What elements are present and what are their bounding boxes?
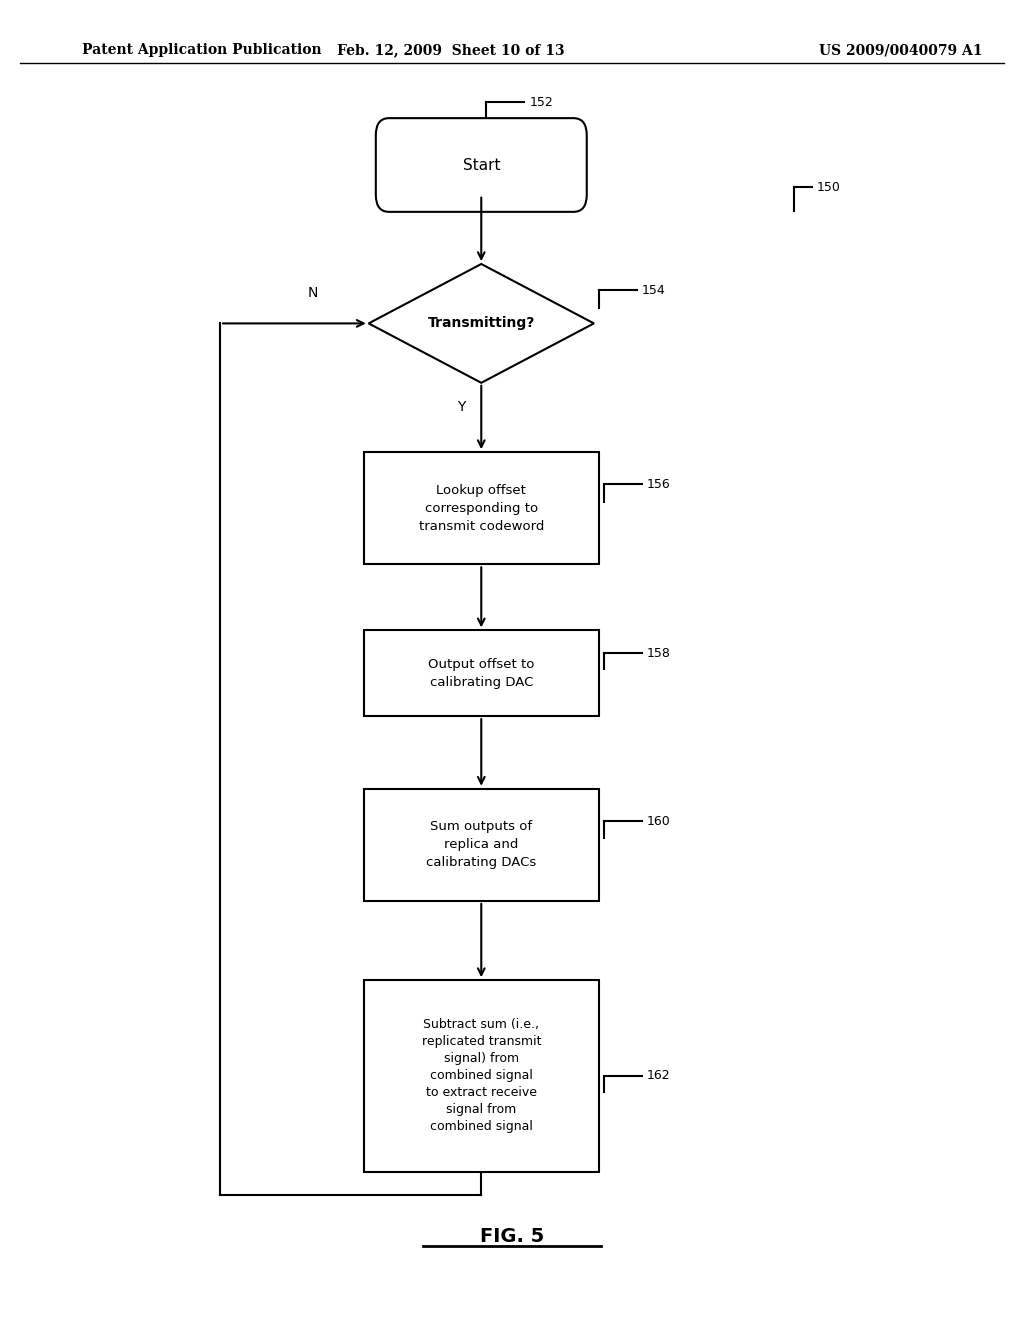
Text: 154: 154 — [642, 284, 666, 297]
Bar — [364, 631, 599, 715]
Text: 156: 156 — [647, 478, 671, 491]
Text: US 2009/0040079 A1: US 2009/0040079 A1 — [819, 44, 983, 57]
Bar — [364, 788, 599, 900]
Text: Lookup offset
corresponding to
transmit codeword: Lookup offset corresponding to transmit … — [419, 483, 544, 533]
Text: FIG. 5: FIG. 5 — [480, 1228, 544, 1246]
Text: Patent Application Publication: Patent Application Publication — [82, 44, 322, 57]
Bar — [364, 979, 599, 1172]
Text: Y: Y — [458, 400, 466, 413]
Text: 160: 160 — [647, 814, 671, 828]
Bar — [364, 451, 599, 565]
Text: Sum outputs of
replica and
calibrating DACs: Sum outputs of replica and calibrating D… — [426, 820, 537, 870]
Text: N: N — [307, 285, 317, 300]
Text: Output offset to
calibrating DAC: Output offset to calibrating DAC — [428, 657, 535, 689]
Text: 150: 150 — [817, 181, 841, 194]
Text: Subtract sum (i.e.,
replicated transmit
signal) from
combined signal
to extract : Subtract sum (i.e., replicated transmit … — [422, 1018, 541, 1134]
Text: 158: 158 — [647, 647, 671, 660]
Text: Transmitting?: Transmitting? — [428, 317, 535, 330]
Text: 152: 152 — [529, 96, 553, 108]
Text: 162: 162 — [647, 1069, 671, 1082]
Text: Start: Start — [463, 157, 500, 173]
Text: Feb. 12, 2009  Sheet 10 of 13: Feb. 12, 2009 Sheet 10 of 13 — [337, 44, 564, 57]
Polygon shape — [369, 264, 594, 383]
FancyBboxPatch shape — [376, 119, 587, 211]
